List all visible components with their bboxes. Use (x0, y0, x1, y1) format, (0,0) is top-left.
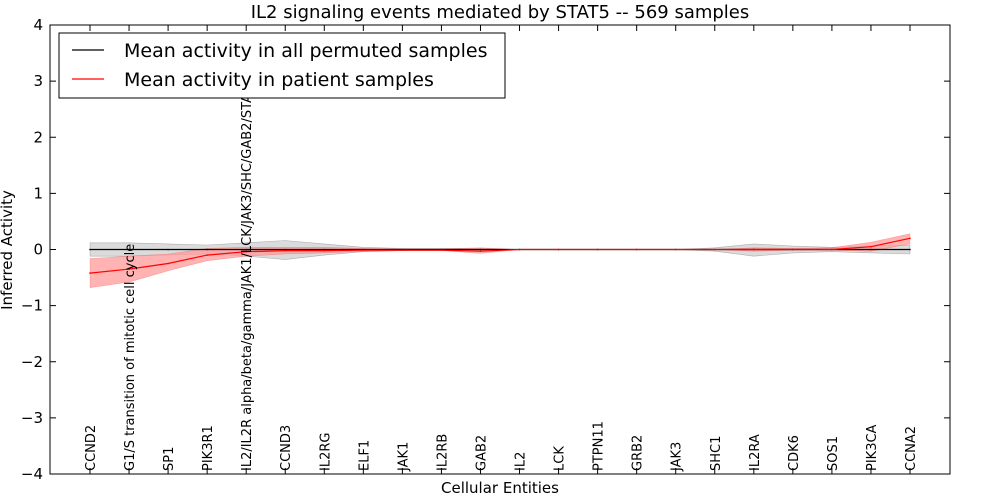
point-permuted (284, 248, 287, 251)
point-patient (596, 248, 599, 251)
category-labels: CCND2 G1/S transition of mitotic cell cyc… (84, 79, 919, 472)
point-patient (557, 248, 560, 251)
y-tick-label: 0 (33, 241, 43, 259)
point-patient (831, 248, 833, 251)
category-label: JAK1 (396, 442, 411, 472)
point-permuted (909, 248, 911, 251)
point-patient (635, 248, 638, 251)
point-patient (362, 249, 365, 251)
category-label: JAK3 (670, 442, 685, 472)
point-patient (128, 268, 130, 270)
category-label: PTPN11 (592, 421, 607, 471)
confidence-bands (89, 233, 911, 289)
point-patient (401, 249, 404, 251)
category-label: PIK3CA (865, 424, 880, 471)
y-tick-label: 3 (33, 72, 43, 90)
point-patient (89, 272, 91, 274)
category-label: IL2/IL2R alpha/beta/gamma/JAK1/LCK/JAK3/… (240, 79, 255, 471)
point-patient (713, 248, 716, 251)
category-label: CCND2 (84, 425, 99, 471)
point-patient (753, 248, 755, 251)
point-permuted (479, 248, 482, 251)
chart-title: IL2 signaling events mediated by STAT5 -… (251, 2, 750, 23)
category-label: SP1 (162, 447, 177, 471)
point-patient (167, 262, 169, 265)
legend-label-patient: Mean activity in patient samples (124, 69, 434, 91)
y-tick-label: 4 (33, 16, 43, 34)
legend-label-permuted: Mean activity in all permuted samples (124, 40, 487, 62)
legend-box (58, 32, 506, 99)
category-label: GRB2 (631, 435, 646, 471)
point-permuted (323, 248, 326, 251)
line-patient-mean (89, 237, 911, 274)
point-permuted (128, 248, 130, 251)
category-label: PIK3R1 (201, 425, 216, 471)
point-permuted (245, 248, 247, 251)
point-patient (909, 237, 911, 240)
y-tick-label: −4 (21, 465, 43, 483)
category-label: CDK6 (787, 435, 802, 471)
category-label: CCNA2 (904, 426, 919, 471)
category-label: SHC1 (709, 436, 724, 471)
y-axis-ticks: −4 −3 −2 −1 0 1 2 3 4 (21, 16, 950, 483)
series-lines (89, 237, 911, 274)
category-label: SOS1 (826, 436, 841, 471)
category-label: IL2RB (435, 434, 450, 471)
point-patient (518, 248, 521, 251)
category-label: CCND3 (279, 425, 294, 471)
point-patient (323, 249, 326, 252)
category-label: IL2 (514, 452, 529, 471)
legend: Mean activity in all permuted samples Me… (58, 32, 506, 99)
y-tick-label: −2 (21, 353, 43, 371)
category-label: IL2RA (748, 434, 763, 471)
point-patient (245, 250, 247, 253)
category-label: IL2RG (318, 433, 333, 471)
category-label: ELF1 (357, 440, 372, 471)
point-permuted (206, 248, 208, 251)
point-patient (206, 254, 208, 256)
y-axis-label: Inferred Activity (0, 190, 16, 310)
point-permuted (89, 248, 91, 251)
y-tick-label: −1 (21, 297, 43, 315)
x-axis-label: Cellular Entities (441, 479, 559, 497)
category-label: LCK (553, 446, 568, 471)
point-patient (284, 249, 287, 252)
category-label: G1/S transition of mitotic cell cycle (123, 244, 138, 471)
y-tick-label: 1 (33, 184, 43, 202)
point-patient (479, 250, 482, 252)
y-tick-label: −3 (21, 409, 43, 427)
plot-area: −4 −3 −2 −1 0 1 2 3 4 CCND2 G1/S transition of mi… (21, 16, 951, 483)
point-permuted (167, 248, 169, 251)
x-axis-ticks (89, 25, 911, 474)
point-permuted (870, 248, 872, 251)
y-tick-label: 2 (33, 128, 43, 146)
point-patient (674, 248, 677, 251)
point-patient (792, 248, 794, 251)
point-patient (870, 245, 872, 248)
band-patient (89, 233, 911, 289)
point-patient (440, 249, 443, 251)
category-label: GAB2 (474, 435, 489, 471)
